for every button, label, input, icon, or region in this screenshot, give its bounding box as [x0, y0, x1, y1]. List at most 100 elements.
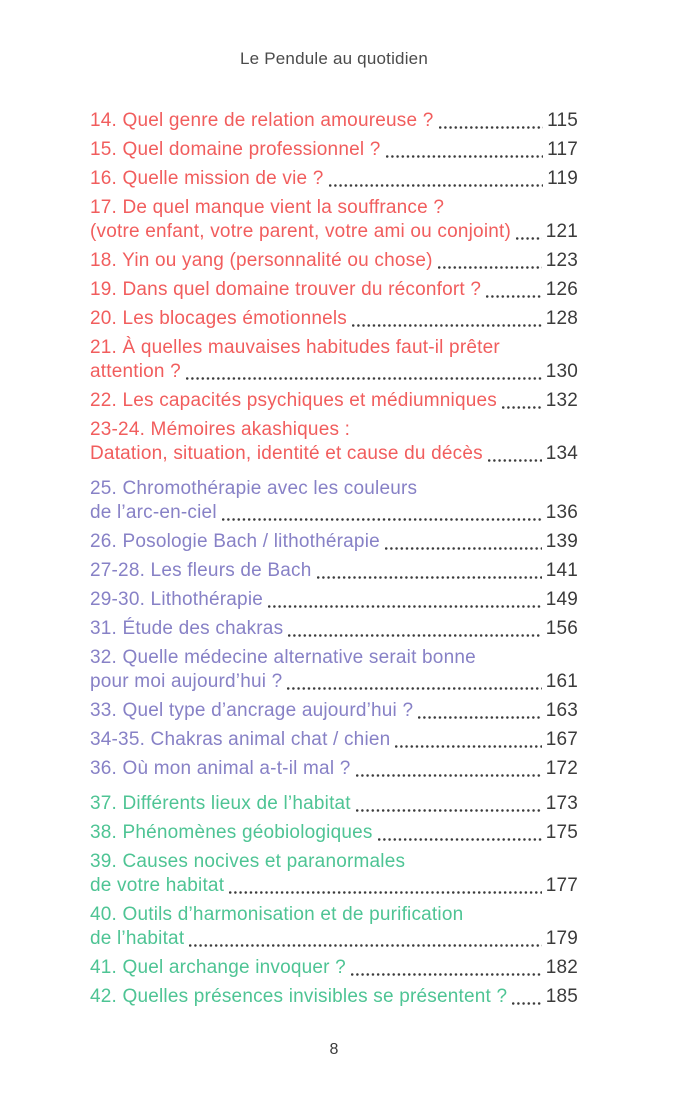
- dot-leader: [512, 1002, 542, 1005]
- toc-entry[interactable]: 21. À quelles mauvaises habitudes faut-i…: [90, 336, 578, 384]
- toc-page-number: 123: [545, 250, 578, 271]
- toc-entry[interactable]: 40. Outils d’harmonisation et de purific…: [90, 903, 578, 951]
- toc-entry[interactable]: 14. Quel genre de relation amoureuse ? 11…: [90, 109, 578, 133]
- toc-row: 42. Quelles présences invisibles se prés…: [90, 985, 578, 1009]
- toc-entry[interactable]: 23-24. Mémoires akashiques : Datation, si…: [90, 418, 578, 466]
- dot-leader: [377, 838, 542, 841]
- toc-entry-title: 27-28. Les fleurs de Bach: [90, 560, 312, 581]
- toc-row: 19. Dans quel domaine trouver du réconfo…: [90, 278, 578, 302]
- toc-row: 25. Chromothérapie avec les couleurs: [90, 477, 578, 501]
- toc-entry-title: 34-35. Chakras animal chat / chien: [90, 729, 391, 750]
- toc-page-number: 173: [545, 793, 578, 814]
- toc-row: 32. Quelle médecine alternative serait b…: [90, 646, 578, 670]
- dot-leader: [189, 944, 542, 947]
- toc-page-number: 177: [545, 875, 578, 896]
- toc-entry[interactable]: 36. Où mon animal a-t-il mal ? 172: [90, 757, 578, 781]
- toc-entry[interactable]: 19. Dans quel domaine trouver du réconfo…: [90, 278, 578, 302]
- toc-entry[interactable]: 34-35. Chakras animal chat / chien 167: [90, 728, 578, 752]
- toc-row: 17. De quel manque vient la souffrance ?: [90, 196, 578, 220]
- toc-entry-title: 37. Différents lieux de l’habitat: [90, 793, 351, 814]
- toc-entry[interactable]: 26. Posologie Bach / lithothérapie 139: [90, 530, 578, 554]
- toc-page-number: 130: [545, 361, 578, 382]
- toc-row: 38. Phénomènes géobiologiques 175: [90, 821, 578, 845]
- toc-row: 22. Les capacités psychiques et médiumni…: [90, 389, 578, 413]
- toc-entry[interactable]: 39. Causes nocives et paranormales de vot…: [90, 850, 578, 898]
- toc-entry-title: 25. Chromothérapie avec les couleurs: [90, 478, 418, 499]
- dot-leader: [384, 547, 542, 550]
- toc-section-habitat: 37. Différents lieux de l’habitat 173 38. …: [90, 792, 578, 1009]
- toc-page-number: 128: [545, 308, 578, 329]
- toc-entry-title: 23-24. Mémoires akashiques :: [90, 419, 351, 440]
- toc-row: de l’arc-en-ciel 136: [90, 501, 578, 525]
- toc-row: 36. Où mon animal a-t-il mal ? 172: [90, 757, 578, 781]
- toc-entry[interactable]: 38. Phénomènes géobiologiques 175: [90, 821, 578, 845]
- toc-page-number: 167: [545, 729, 578, 750]
- toc-page-number: 119: [547, 168, 578, 189]
- toc-entry-title: 15. Quel domaine professionnel ?: [90, 139, 381, 160]
- toc-entry[interactable]: 42. Quelles présences invisibles se prés…: [90, 985, 578, 1009]
- toc-row: 20. Les blocages émotionnels 128: [90, 307, 578, 331]
- toc-row: 23-24. Mémoires akashiques :: [90, 418, 578, 442]
- toc-entry-title: 36. Où mon animal a-t-il mal ?: [90, 758, 351, 779]
- toc-section-questions-personnelles: 14. Quel genre de relation amoureuse ? 11…: [90, 109, 578, 466]
- toc-row: 26. Posologie Bach / lithothérapie 139: [90, 530, 578, 554]
- toc-entry[interactable]: 15. Quel domaine professionnel ? 117: [90, 138, 578, 162]
- dot-leader: [385, 155, 544, 158]
- toc-row: pour moi aujourd’hui ? 161: [90, 670, 578, 694]
- toc-entry[interactable]: 25. Chromothérapie avec les couleurs de l…: [90, 477, 578, 525]
- toc-entry[interactable]: 37. Différents lieux de l’habitat 173: [90, 792, 578, 816]
- toc-entry[interactable]: 18. Yin ou yang (personnalité ou chose) 1…: [90, 249, 578, 273]
- dot-leader: [352, 324, 542, 327]
- toc-page-number: 149: [545, 589, 578, 610]
- dot-leader: [437, 266, 542, 269]
- toc-entry[interactable]: 32. Quelle médecine alternative serait b…: [90, 646, 578, 694]
- toc-page-number: 134: [545, 443, 578, 464]
- toc-entry-title: 14. Quel genre de relation amoureuse ?: [90, 110, 434, 131]
- toc-row: Datation, situation, identité et cause d…: [90, 442, 578, 466]
- dot-leader: [229, 891, 542, 894]
- toc-row: 31. Étude des chakras 156: [90, 617, 578, 641]
- toc-page-number: 141: [545, 560, 578, 581]
- toc-row: 37. Différents lieux de l’habitat 173: [90, 792, 578, 816]
- toc-entry-title: de l’arc-en-ciel: [90, 502, 217, 523]
- toc-row: de votre habitat 177: [90, 874, 578, 898]
- toc-page-number: 126: [545, 279, 578, 300]
- toc-entry[interactable]: 20. Les blocages émotionnels 128: [90, 307, 578, 331]
- toc-entry[interactable]: 33. Quel type d’ancrage aujourd’hui ? 163: [90, 699, 578, 723]
- toc-entry-title: de l’habitat: [90, 928, 185, 949]
- toc-page-number: 163: [545, 700, 578, 721]
- dot-leader: [355, 774, 542, 777]
- toc-entry-title: 18. Yin ou yang (personnalité ou chose): [90, 250, 433, 271]
- toc-entry-title: 40. Outils d’harmonisation et de purific…: [90, 904, 464, 925]
- toc-row: 34-35. Chakras animal chat / chien 167: [90, 728, 578, 752]
- toc-row: 21. À quelles mauvaises habitudes faut-i…: [90, 336, 578, 360]
- dot-leader: [328, 184, 544, 187]
- toc-row: 14. Quel genre de relation amoureuse ? 11…: [90, 109, 578, 133]
- toc-entry-title: 38. Phénomènes géobiologiques: [90, 822, 373, 843]
- dot-leader: [516, 237, 542, 240]
- toc-entry-title: attention ?: [90, 361, 181, 382]
- toc-row: 39. Causes nocives et paranormales: [90, 850, 578, 874]
- dot-leader: [487, 459, 542, 462]
- toc-entry[interactable]: 31. Étude des chakras 156: [90, 617, 578, 641]
- toc-entry-title: 42. Quelles présences invisibles se prés…: [90, 986, 508, 1007]
- toc-entry[interactable]: 41. Quel archange invoquer ? 182: [90, 956, 578, 980]
- toc-page-number: 172: [545, 758, 578, 779]
- dot-leader: [221, 518, 542, 521]
- dot-leader: [418, 716, 542, 719]
- toc-row: 27-28. Les fleurs de Bach 141: [90, 559, 578, 583]
- dot-leader: [438, 126, 544, 129]
- toc-entry[interactable]: 16. Quelle mission de vie ? 119: [90, 167, 578, 191]
- page-number: 8: [329, 1041, 339, 1058]
- dot-leader: [288, 634, 542, 637]
- toc-entry[interactable]: 29-30. Lithothérapie 149: [90, 588, 578, 612]
- toc-entry-title: 31. Étude des chakras: [90, 618, 284, 639]
- toc-entry[interactable]: 17. De quel manque vient la souffrance ?…: [90, 196, 578, 244]
- toc-page-number: 139: [545, 531, 578, 552]
- toc-entry[interactable]: 27-28. Les fleurs de Bach 141: [90, 559, 578, 583]
- toc-entry-title: 26. Posologie Bach / lithothérapie: [90, 531, 380, 552]
- toc-row: (votre enfant, votre parent, votre ami o…: [90, 220, 578, 244]
- toc-entry[interactable]: 22. Les capacités psychiques et médiumni…: [90, 389, 578, 413]
- toc-page-number: 182: [545, 957, 578, 978]
